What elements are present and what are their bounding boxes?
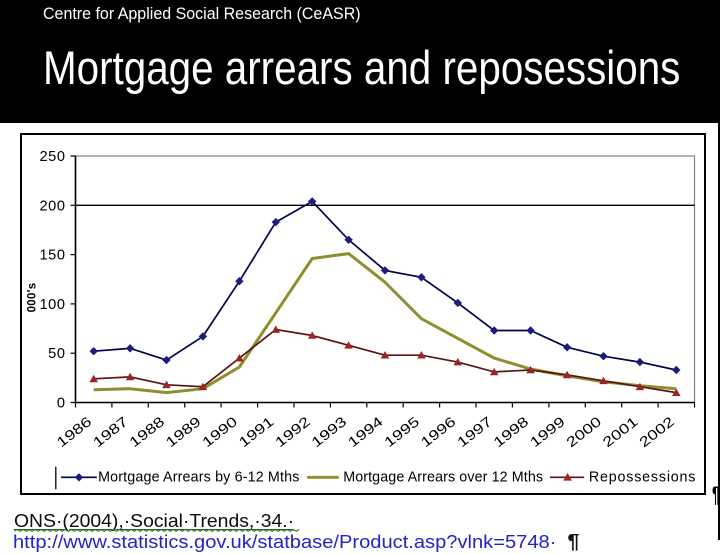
svg-text:0: 0 (56, 395, 65, 411)
svg-text:100: 100 (39, 296, 65, 312)
svg-text:250: 250 (39, 149, 65, 165)
svg-text:150: 150 (39, 247, 65, 263)
svg-text:000's: 000's (26, 282, 38, 312)
svg-text:200: 200 (39, 198, 65, 214)
svg-text:50: 50 (48, 346, 65, 362)
svg-text:Mortgage Arrears by 6-12 Mths: Mortgage Arrears by 6-12 Mths (98, 469, 299, 485)
svg-text:Mortgage Arrears over 12 Mths: Mortgage Arrears over 12 Mths (343, 469, 543, 485)
svg-text:Repossessions: Repossessions (588, 469, 695, 485)
